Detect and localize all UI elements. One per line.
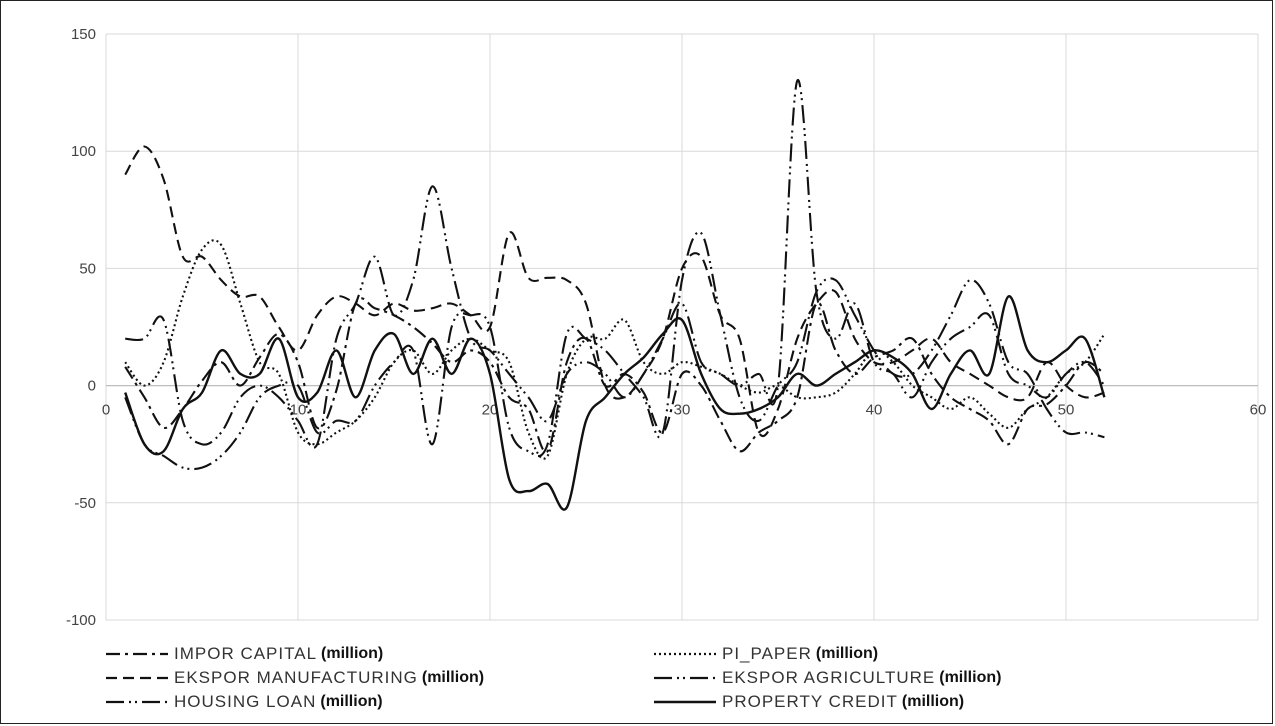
legend-label: PI_PAPER: [722, 644, 812, 663]
x-tick-label: 20: [482, 402, 499, 419]
x-tick-label: 0: [102, 402, 110, 419]
y-tick-label: 100: [71, 143, 96, 160]
x-tick-label: 60: [1250, 402, 1267, 419]
legend-label: IMPOR CAPITAL: [174, 644, 318, 663]
x-tick-label: 10: [290, 402, 307, 419]
tick-labels: -100 -50 0 50 100 150 0 10 20 30 40 50 60: [66, 26, 1266, 629]
legend-swatch-ekspor-agriculture: [654, 676, 716, 680]
legend-item-housing-loan: HOUSING LOAN (million): [106, 692, 383, 712]
legend-item-ekspor-agriculture: EKSPOR AGRICULTURE (million): [654, 668, 1001, 688]
legend-item-pi-paper: PI_PAPER (million): [654, 644, 878, 664]
y-tick-label: -100: [66, 612, 96, 629]
y-tick-label: 50: [79, 260, 96, 277]
legend-label: PROPERTY CREDIT: [722, 692, 898, 711]
series-line-housing-loan: [125, 79, 1106, 449]
legend-unit: (million): [815, 645, 879, 662]
y-tick-label: 150: [71, 26, 96, 43]
legend-unit: (million): [939, 669, 1002, 686]
legend-item-impor-capital: IMPOR CAPITAL (million): [106, 644, 383, 664]
legend-label: HOUSING LOAN: [174, 692, 317, 711]
legend-label: EKSPOR MANUFACTURING: [174, 668, 418, 687]
legend-unit: (million): [320, 693, 383, 710]
legend-unit: (million): [901, 693, 965, 710]
legend-swatch-impor-capital: [106, 652, 168, 656]
legend-swatch-property-credit: [654, 700, 716, 704]
y-tick-label: -50: [74, 495, 96, 512]
series-line-pi-paper: [124, 239, 1106, 460]
x-tick-label: 30: [674, 402, 691, 419]
legend-swatch-pi-paper: [654, 652, 716, 656]
legend-item-property-credit: PROPERTY CREDIT (million): [654, 692, 964, 712]
series-line-ekspor-manufacturing: [124, 145, 1105, 438]
series-line-property-credit: [124, 295, 1106, 511]
legend-item-ekspor-manufacturing: EKSPOR MANUFACTURING (million): [106, 668, 484, 688]
legend-swatch-housing-loan: [106, 700, 168, 704]
y-tick-label: 0: [88, 378, 96, 395]
series-lines: [124, 79, 1106, 511]
x-tick-label: 40: [866, 402, 883, 419]
legend-unit: (million): [321, 645, 384, 662]
series-line-impor-capital: [124, 297, 1106, 454]
x-tick-label: 50: [1058, 402, 1075, 419]
legend-swatch-ekspor-manufacturing: [106, 676, 168, 680]
series-line-ekspor-agriculture: [124, 231, 1105, 471]
gridlines: [106, 33, 1259, 621]
legend-label: EKSPOR AGRICULTURE: [722, 668, 936, 687]
legend-unit: (million): [421, 669, 485, 686]
